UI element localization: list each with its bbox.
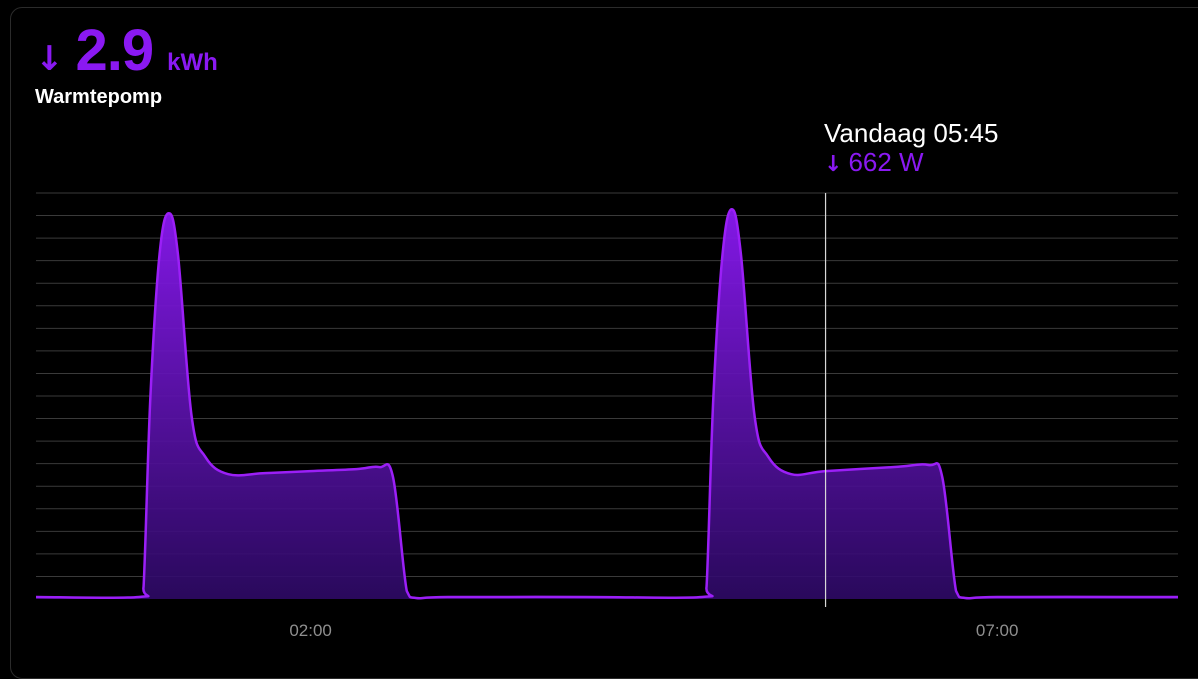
card-header: ↓ 2.9 kWh Warmtepomp <box>35 22 218 109</box>
x-axis-ticks: 02:00 07:00 <box>289 621 1018 640</box>
power-chart[interactable]: 02:00 07:00 <box>0 0 1198 663</box>
series-line <box>35 207 1178 600</box>
tooltip-value-row: ↓ 662 W <box>824 148 998 179</box>
energy-value: 2.9 <box>75 18 155 83</box>
entity-name: Warmtepomp <box>35 86 163 108</box>
x-tick-label: 02:00 <box>289 621 332 640</box>
series-area <box>36 209 1178 600</box>
energy-unit: kWh <box>167 49 218 76</box>
x-tick-label: 07:00 <box>976 621 1019 640</box>
tooltip-time: Vandaag 05:45 <box>824 118 999 148</box>
arrow-down-icon: ↓ <box>824 152 843 177</box>
arrow-down-icon: ↓ <box>35 39 64 79</box>
hover-tooltip: Vandaag 05:45 ↓ 662 W <box>824 118 998 179</box>
tooltip-value: 662 W <box>848 147 924 177</box>
value-row: ↓ 2.9 kWh <box>35 22 218 80</box>
